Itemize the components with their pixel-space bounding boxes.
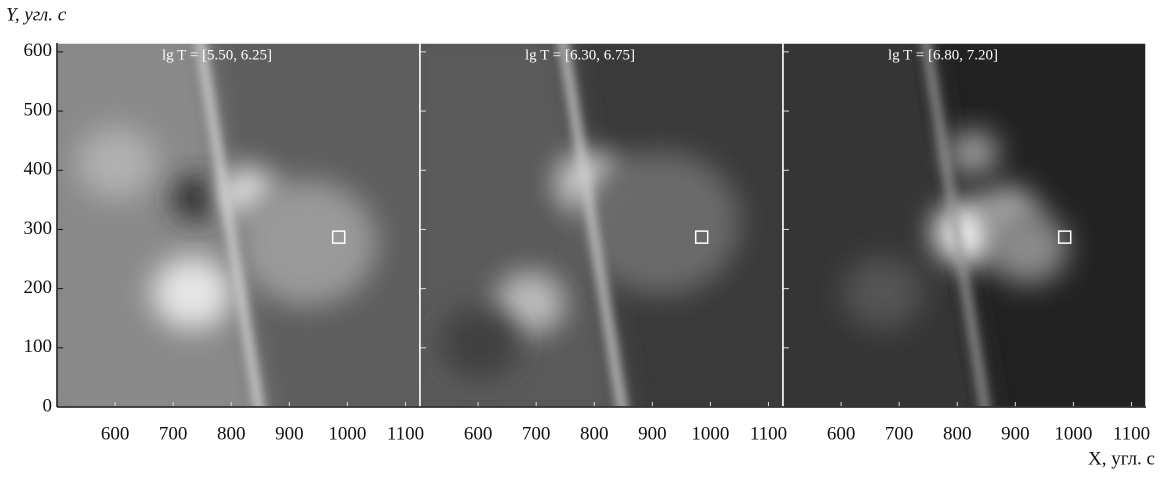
x-tick-label: 1100 bbox=[1113, 423, 1150, 444]
x-tick-label: 600 bbox=[464, 423, 493, 444]
x-tick-label: 800 bbox=[217, 423, 246, 444]
x-tick-label: 900 bbox=[1001, 423, 1030, 444]
feature bbox=[948, 130, 998, 176]
panel-label: lg T = [5.50, 6.25] bbox=[162, 47, 272, 63]
y-axis-label: Y, угл. с bbox=[6, 4, 67, 25]
panel-label: lg T = [6.80, 7.20] bbox=[888, 47, 998, 63]
panel-label: lg T = [6.30, 6.75] bbox=[525, 47, 635, 63]
feature bbox=[237, 180, 377, 306]
x-tick-label: 700 bbox=[159, 423, 188, 444]
feature bbox=[152, 257, 232, 329]
limb bbox=[559, 43, 626, 407]
marker bbox=[694, 230, 709, 244]
y-tick-label: 100 bbox=[24, 336, 53, 357]
x-tick-label: 1100 bbox=[750, 423, 787, 444]
feature bbox=[495, 271, 565, 335]
image-panel: lg T = [6.80, 7.20] 600 700 800 900 1000 1100 bbox=[782, 42, 1150, 444]
x-tick-label: 900 bbox=[638, 423, 667, 444]
x-tick-label: 700 bbox=[885, 423, 914, 444]
feature bbox=[580, 151, 740, 295]
x-tick-label: 900 bbox=[275, 423, 304, 444]
limb bbox=[922, 43, 989, 407]
limb bbox=[196, 43, 263, 407]
y-tick-label: 300 bbox=[24, 218, 53, 239]
feature bbox=[988, 212, 1068, 284]
marker bbox=[331, 230, 346, 244]
x-tick-label: 1000 bbox=[1054, 423, 1092, 444]
marker bbox=[1057, 230, 1072, 244]
x-tick-label: 1000 bbox=[691, 423, 729, 444]
x-tick-label: 600 bbox=[827, 423, 856, 444]
image-panel: lg T = [5.50, 6.25] 0 100 200 300 400 500 600 60… bbox=[24, 40, 425, 444]
x-tick-label: 1000 bbox=[328, 423, 366, 444]
x-tick-label: 800 bbox=[943, 423, 972, 444]
y-tick-label: 0 bbox=[43, 395, 53, 416]
feature bbox=[77, 127, 157, 199]
y-tick-label: 200 bbox=[24, 277, 53, 298]
feature bbox=[440, 307, 520, 379]
x-tick-label: 700 bbox=[522, 423, 551, 444]
image-panel: lg T = [6.30, 6.75] 600 700 800 900 1000 1100 bbox=[419, 42, 787, 444]
x-tick-label: 600 bbox=[101, 423, 130, 444]
x-tick-label: 1100 bbox=[387, 423, 424, 444]
y-tick-label: 600 bbox=[24, 40, 53, 61]
feature bbox=[172, 175, 222, 221]
x-tick-label: 800 bbox=[580, 423, 609, 444]
y-tick-label: 400 bbox=[24, 159, 53, 180]
feature bbox=[843, 257, 923, 329]
x-axis-label: X, угл. с bbox=[1088, 448, 1155, 469]
y-tick-label: 500 bbox=[24, 99, 53, 120]
